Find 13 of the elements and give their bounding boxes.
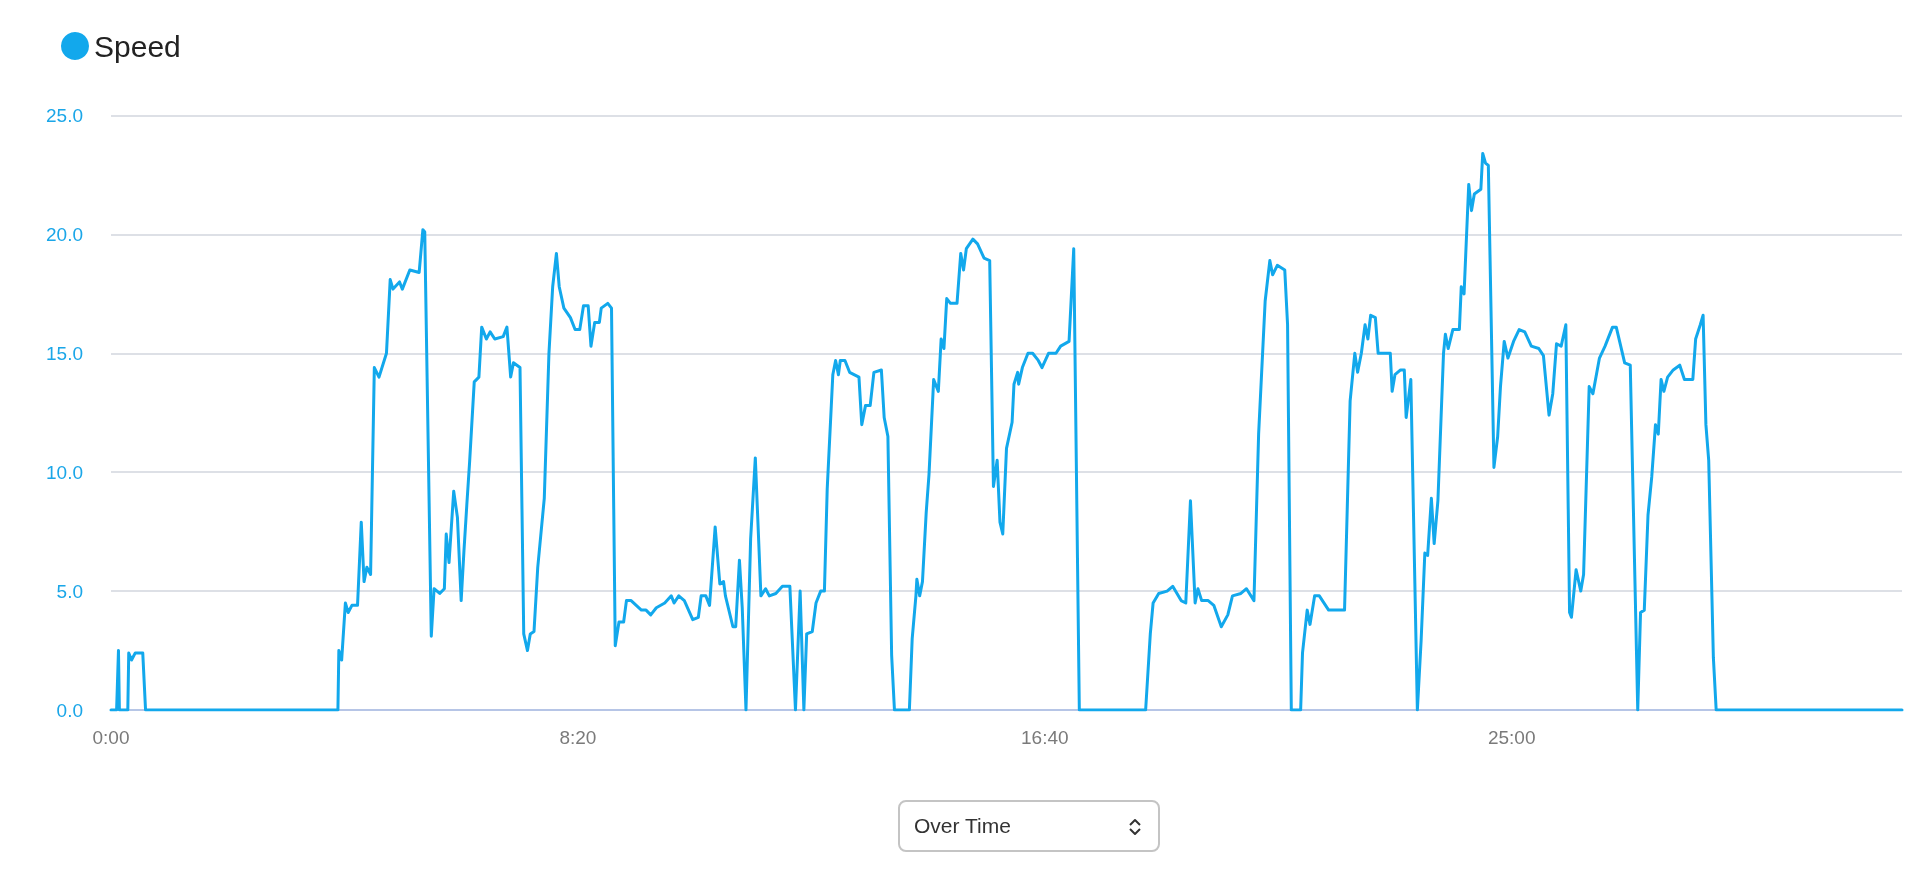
- y-tick-label: 10.0: [46, 461, 83, 483]
- x-tick-label: 25:00: [1487, 727, 1536, 748]
- line-series: [109, 152, 1904, 712]
- x-tick-label: 0:00: [92, 727, 130, 748]
- x-tick-label: 16:40: [1021, 727, 1069, 748]
- x-tick-label: 8:20: [559, 727, 597, 748]
- y-tick-label: 15.0: [46, 342, 83, 364]
- legend-label: Speed: [94, 29, 181, 63]
- y-tick-label: 25.0: [46, 105, 83, 126]
- y-tick-label: 20.0: [46, 223, 83, 245]
- dropdown-field: Over Time: [898, 800, 1160, 852]
- y-tick-label: 0.0: [56, 699, 83, 721]
- y-tick-label: 5.0: [56, 580, 83, 602]
